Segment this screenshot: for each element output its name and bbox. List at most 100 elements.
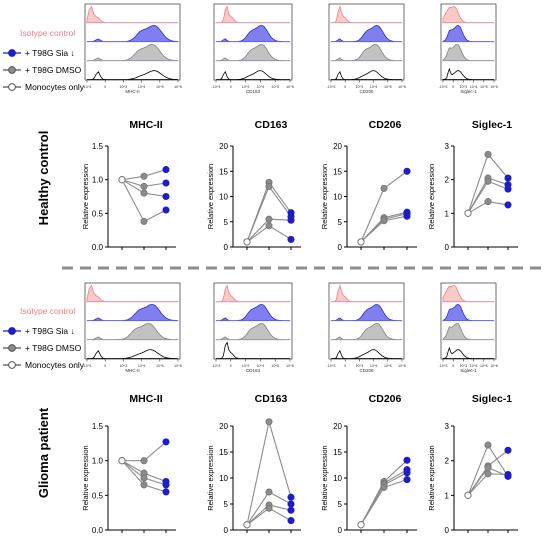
histogram-dmso-1-3 — [442, 323, 494, 340]
plot-title-0-1: CD163 — [255, 119, 288, 131]
histogram-mono-1-1 — [216, 341, 290, 359]
data-point-0-2-0-2 — [403, 167, 411, 175]
data-point-1-3-3-1 — [484, 470, 492, 478]
histogram-axis-label-0-2: CD206 — [359, 89, 374, 94]
plot-title-0-0: MHC-II — [129, 119, 162, 131]
y-tick-label-0-1-3: 15 — [219, 167, 228, 176]
flow-tick-label-0-2-0: -10^3 — [327, 85, 336, 89]
legend-isotype-label-bottom: Isotype control — [20, 306, 75, 316]
legend-item-label-2: Monocytes only — [25, 82, 85, 92]
data-point-0-2-3-0 — [357, 238, 365, 246]
flow-tick-label-1-2-3: 10^4 — [370, 364, 378, 368]
y-axis-label-1-0: Relative expression — [81, 445, 90, 510]
data-point-1-3-3-0 — [464, 491, 472, 499]
flow-tick-label-1-0-3: 10^4 — [138, 364, 146, 368]
y-tick-label-1-2-3: 15 — [333, 448, 342, 457]
legend-marker-2 — [8, 83, 16, 91]
flow-tick-label-0-0-0: -10^3 — [83, 85, 92, 89]
flow-tick-label-1-2-4: 10^5 — [384, 364, 392, 368]
data-point-0-3-0-2 — [504, 174, 512, 182]
donor-line-0-1-1 — [246, 185, 292, 243]
plot-title-0-3: Siglec-1 — [472, 119, 512, 131]
y-tick-label-0-2-3: 15 — [333, 167, 342, 176]
data-point-0-3-0-1 — [484, 150, 492, 158]
y-tick-label-0-0-1: 0.5 — [92, 209, 104, 218]
histogram-mono-0-1 — [216, 70, 290, 80]
data-point-1-2-3-1 — [380, 483, 388, 491]
flow-tick-label-1-1-2: 10^3 — [242, 364, 250, 368]
data-point-1-1-3-2 — [287, 517, 295, 525]
histogram-isotype-1-2 — [331, 284, 402, 302]
data-point-1-3-1-2 — [504, 446, 512, 454]
data-point-1-1-1-1 — [265, 488, 273, 496]
y-tick-label-1-1-4: 20 — [219, 422, 228, 431]
data-point-0-3-3-1 — [484, 198, 492, 206]
histogram-mono-0-3 — [442, 67, 494, 80]
plot-title-1-3: Siglec-1 — [472, 393, 512, 405]
histogram-dmso-0-3 — [442, 44, 494, 61]
flow-tick-label-0-0-1: 0 — [104, 85, 106, 89]
y-tick-label-0-0-3: 1.5 — [92, 142, 104, 151]
legend-marker-0 — [8, 327, 16, 335]
y-tick-label-0-3-2: 2 — [445, 176, 450, 185]
y-tick-label-0-0-2: 1.0 — [92, 176, 104, 185]
y-axis-label-1-1: Relative expression — [206, 445, 215, 510]
y-tick-label-1-1-3: 15 — [219, 448, 228, 457]
data-point-0-1-3-1 — [265, 222, 273, 230]
y-tick-label-1-1-2: 10 — [219, 474, 228, 483]
y-tick-label-1-0-0: 0.0 — [92, 526, 104, 535]
histogram-mono-1-3 — [442, 346, 494, 359]
flow-tick-label-0-3-4: 10^5 — [480, 85, 488, 89]
y-tick-label-1-1-1: 5 — [224, 500, 229, 509]
y-tick-label-1-3-2: 2 — [445, 457, 450, 466]
flow-tick-label-0-3-1: 0 — [452, 85, 454, 89]
y-tick-label-0-1-1: 5 — [224, 218, 229, 227]
y-axis-label-1-3: Relative expression — [427, 445, 436, 510]
histogram-isotype-0-2 — [331, 5, 402, 23]
data-point-0-0-0-1 — [140, 172, 148, 180]
data-point-0-1-1-1 — [265, 182, 273, 190]
data-point-0-2-3-1 — [380, 217, 388, 225]
data-point-0-0-3-0 — [118, 176, 126, 184]
data-point-0-1-2-1 — [265, 215, 273, 223]
flow-tick-label-1-2-2: 10^3 — [356, 364, 364, 368]
data-point-0-0-3-1 — [140, 217, 148, 225]
flow-tick-label-0-2-1: 0 — [344, 85, 346, 89]
donor-line-1-2-0 — [360, 459, 408, 526]
legend-marker-2 — [8, 361, 16, 369]
flow-tick-label-0-1-3: 10^4 — [257, 85, 265, 89]
legend-item-label-1: + T98G DMSO — [25, 343, 82, 353]
histogram-isotype-0-0 — [86, 5, 178, 23]
data-point-0-3-2-1 — [484, 177, 492, 185]
histogram-sia-1-2 — [331, 304, 402, 321]
data-point-0-1-3-2 — [287, 235, 295, 243]
histogram-dmso-1-0 — [87, 323, 178, 340]
histogram-axis-label-1-1: CD163 — [246, 368, 261, 373]
legend-item-label-0: + T98G Sia ↓ — [25, 48, 75, 58]
y-axis-label-0-3: Relative expression — [427, 164, 436, 229]
data-point-1-0-2-2 — [162, 481, 170, 489]
legend-marker-1 — [8, 66, 16, 74]
y-tick-label-1-3-3: 3 — [445, 422, 450, 431]
flow-tick-label-0-1-2: 10^3 — [242, 85, 250, 89]
histogram-sia-1-1 — [216, 304, 290, 321]
histogram-dmso-0-2 — [331, 44, 402, 61]
y-tick-label-0-2-1: 5 — [338, 218, 343, 227]
y-tick-label-0-3-0: 0 — [445, 243, 450, 252]
flow-tick-label-1-1-4: 10^5 — [271, 364, 279, 368]
legend-bottom: Isotype control + T98G Sia ↓ + T98G DMSO M… — [3, 306, 85, 370]
flow-tick-label-1-3-2: 10^3 — [460, 364, 468, 368]
legend-isotype-label-top: Isotype control — [20, 28, 75, 38]
y-axis-label-1-2: Relative expression — [320, 445, 329, 510]
group-label-glioma: Glioma patient — [36, 407, 51, 498]
legend-marker-1 — [8, 344, 16, 352]
flow-tick-label-0-3-0: -10^3 — [439, 85, 448, 89]
flow-tick-label-0-0-2: 10^3 — [120, 85, 128, 89]
histogram-dmso-1-1 — [216, 323, 290, 340]
flow-tick-label-1-1-3: 10^4 — [257, 364, 265, 368]
flow-tick-label-1-3-1: 0 — [452, 364, 454, 368]
flow-tick-label-0-1-0: -10^3 — [212, 85, 221, 89]
data-point-1-1-1-2 — [287, 500, 295, 508]
